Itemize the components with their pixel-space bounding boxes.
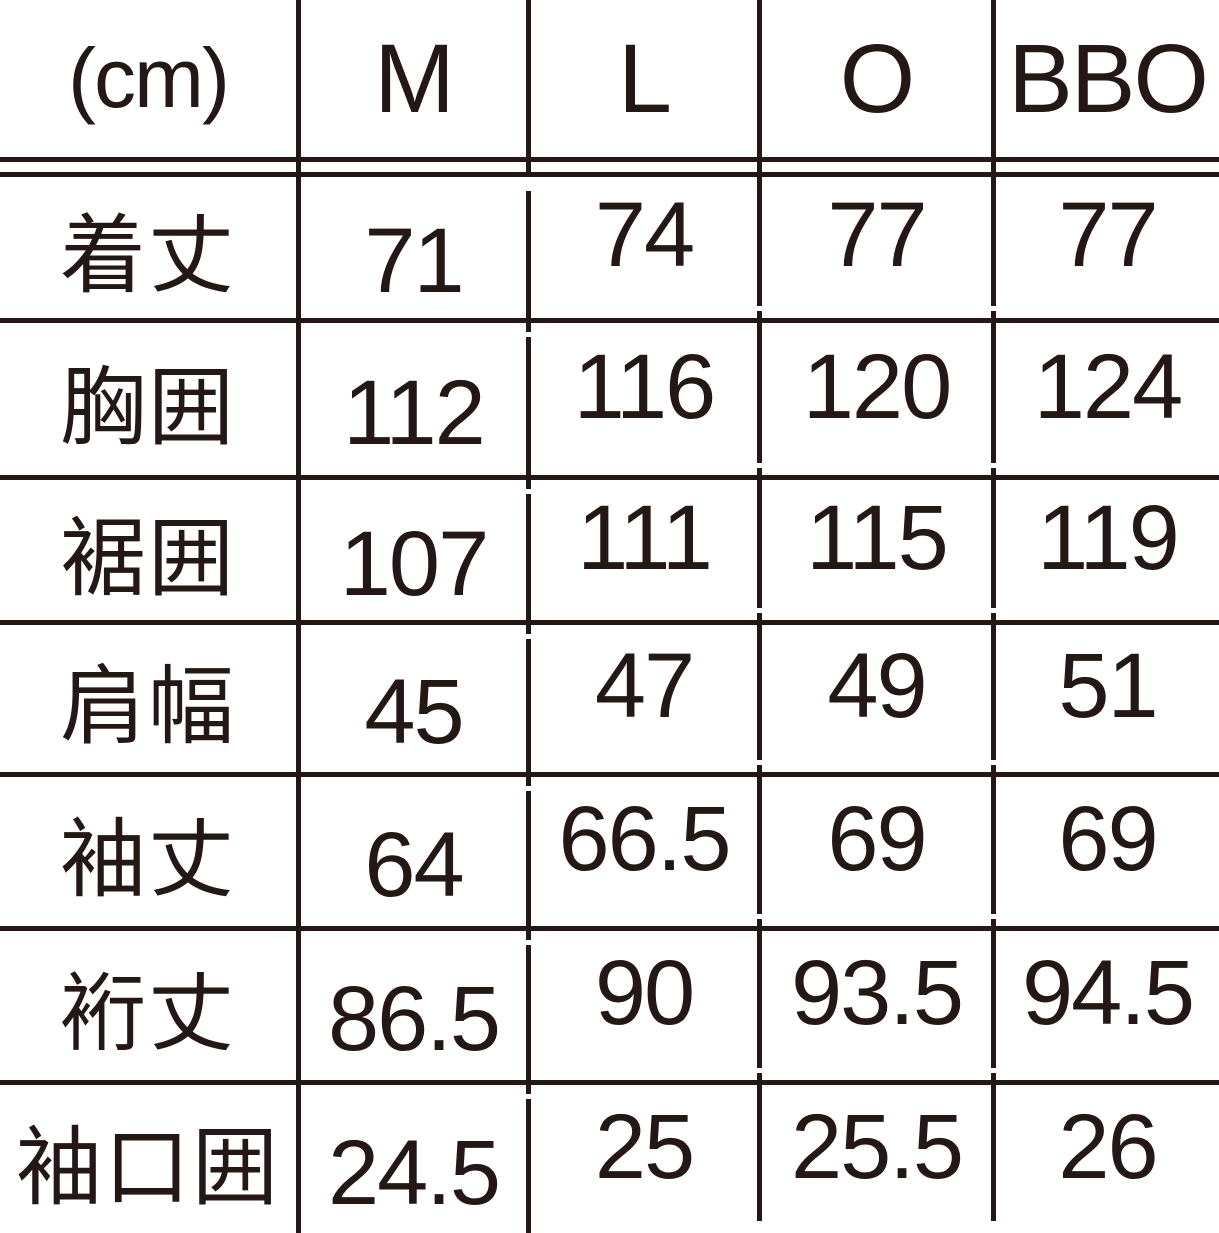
- cell-value: 51: [1058, 635, 1158, 737]
- cell-value: 124: [1033, 335, 1184, 438]
- cell-value: 111: [531, 468, 762, 608]
- cell-value: 86.5: [301, 945, 531, 1094]
- table-row-yukitake: 裄丈 86.5 90 93.5 94.5: [0, 919, 1219, 1094]
- table-row-sodeguchii: 袖口囲 24.5 25 25.5 26: [0, 1073, 1219, 1233]
- cell-value: 115: [762, 468, 996, 608]
- unit-label: (cm): [0, 0, 301, 157]
- cell-value: 116: [531, 311, 762, 463]
- table-row-katahaba: 肩幅 45 47 49 51: [0, 613, 1219, 786]
- cell-value: 69: [1058, 788, 1158, 890]
- row-label: 裄丈: [0, 931, 301, 1080]
- cell-value: 47: [531, 613, 762, 760]
- cell-value: 94.5: [1021, 942, 1195, 1044]
- cell-value: 90: [531, 919, 762, 1068]
- cell-value: 66.5: [531, 765, 762, 914]
- table-header-row: (cm) M L O BBO: [0, 0, 1219, 157]
- cell-value: 77: [1058, 184, 1158, 286]
- column-header-m: M: [301, 0, 531, 157]
- cell-value: 71: [301, 191, 531, 332]
- cell-value: 93.5: [762, 919, 996, 1068]
- table-row-kyoui: 胸囲 112 116 120 124: [0, 311, 1219, 489]
- cell-value: 112: [301, 337, 531, 489]
- column-header-o: O: [762, 0, 996, 157]
- cell-value: 74: [531, 165, 762, 306]
- row-label: 胸囲: [0, 323, 301, 475]
- table-row-sodetake: 袖丈 64 66.5 69 69: [0, 765, 1219, 940]
- cell-value: 64: [301, 791, 531, 940]
- row-label: 肩幅: [0, 625, 301, 772]
- column-header-l: L: [531, 0, 762, 157]
- cell-value: 24.5: [301, 1099, 531, 1233]
- cell-value: 120: [762, 311, 996, 463]
- cell-value: 25: [531, 1073, 762, 1221]
- row-label: 袖丈: [0, 777, 301, 926]
- column-header-bbo: BBO: [1008, 23, 1209, 133]
- cell-value: 107: [301, 494, 531, 634]
- row-label: 裾囲: [0, 480, 301, 620]
- table-row-kitake: 着丈 71 74 77 77: [0, 165, 1219, 332]
- row-label: 着丈: [0, 177, 301, 318]
- cell-value: 49: [762, 613, 996, 760]
- row-label: 袖口囲: [0, 1085, 301, 1233]
- cell-value: 69: [762, 765, 996, 914]
- cell-value: 45: [301, 639, 531, 786]
- table-row-susoi: 裾囲 107 111 115 119: [0, 468, 1219, 634]
- cell-value: 119: [1037, 486, 1180, 589]
- cell-value: 25.5: [762, 1073, 996, 1221]
- cell-value: 26: [1058, 1095, 1158, 1198]
- cell-value: 77: [762, 165, 996, 306]
